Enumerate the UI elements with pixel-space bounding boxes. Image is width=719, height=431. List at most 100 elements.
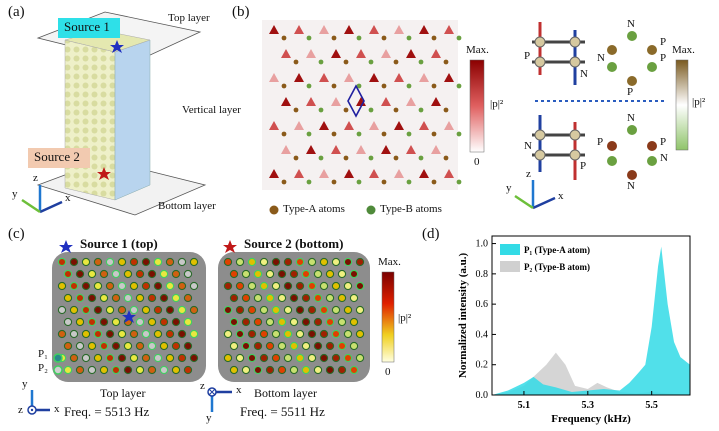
field-sample-dot: [87, 269, 97, 279]
lattice-site: [356, 97, 366, 106]
field-sample-dot: [165, 353, 175, 363]
lattice-site: [369, 73, 379, 82]
lattice-atom: [406, 83, 412, 89]
field-sample-dot: [289, 269, 299, 279]
lattice-atom: [381, 35, 387, 41]
field-sample-dot: [57, 257, 67, 267]
field-sample-dot: [349, 365, 359, 375]
x-tick-label: 5.5: [645, 400, 658, 411]
map-title-left: Source 1 (top): [80, 236, 158, 251]
field-sample-dot: [343, 305, 353, 315]
field-sample-dot: [289, 293, 299, 303]
y-tick-label: 0.0: [476, 390, 489, 401]
field-sample-dot: [355, 353, 365, 363]
ring-bot-p1: P: [597, 136, 604, 148]
map-title-right: Source 2 (bottom): [244, 236, 344, 251]
lattice-atom: [431, 83, 437, 89]
field-sample-dot: [241, 293, 251, 303]
lattice-site: [331, 97, 341, 106]
field-sample-dot: [229, 341, 239, 351]
lattice-atom: [418, 107, 424, 113]
field-sample-dot: [153, 353, 163, 363]
field-sample-dot: [229, 269, 239, 279]
lattice-site: [306, 49, 316, 58]
molecule-top: [532, 22, 585, 85]
field-sample-dot: [337, 317, 347, 327]
panel-a: [21, 11, 207, 216]
field-sample-dot: [171, 365, 181, 375]
field-sample-dot: [81, 305, 91, 315]
field-sample-dot: [183, 341, 193, 351]
lattice-atom: [443, 59, 449, 65]
field-sample-dot: [189, 353, 199, 363]
p2-marker: [53, 365, 63, 375]
lattice-atom: [331, 179, 337, 185]
field-sample-dot: [283, 305, 293, 315]
field-sample-dot: [135, 317, 145, 327]
lattice-site: [406, 97, 416, 106]
panel-label-a: (a): [8, 4, 25, 20]
lattice-atom: [418, 59, 424, 65]
field-sample-dot: [325, 365, 335, 375]
lattice-atom: [381, 179, 387, 185]
lattice-atom: [343, 59, 349, 65]
ring-top-p2: P: [660, 52, 667, 64]
field-sample-dot: [259, 257, 269, 267]
field-sample-dot: [241, 269, 251, 279]
field-sample-dot: [313, 341, 323, 351]
field-sample-dot: [147, 293, 157, 303]
field-sample-dot: [265, 365, 275, 375]
field-sample-dot: [247, 257, 257, 267]
field-sample-dot: [229, 293, 239, 303]
field-sample-dot: [349, 341, 359, 351]
field-sample-dot: [319, 305, 329, 315]
lattice-site: [269, 25, 279, 34]
field-sample-dot: [283, 329, 293, 339]
field-sample-dot: [265, 317, 275, 327]
field-sample-dot: [265, 269, 275, 279]
lattice-atom: [456, 35, 462, 41]
field-sample-dot: [259, 329, 269, 339]
field-sample-dot: [171, 269, 181, 279]
lattice-site: [356, 49, 366, 58]
field-sample-dot: [75, 293, 85, 303]
field-sample-dot: [289, 317, 299, 327]
lattice-atom: [381, 131, 387, 137]
lattice-site: [444, 169, 454, 178]
lattice-site: [406, 145, 416, 154]
axis-z-c: z: [18, 404, 23, 416]
field-sample-dot: [355, 281, 365, 291]
panel-label-b: (b): [232, 4, 250, 20]
lattice-atom: [293, 107, 299, 113]
legend-type-b: Type-B atoms: [380, 203, 442, 215]
lattice-atom: [356, 179, 362, 185]
lattice-atom: [368, 59, 374, 65]
field-sample-dot: [295, 305, 305, 315]
ring-top: [607, 31, 657, 86]
axis-y-c2: y: [206, 412, 212, 424]
field-sample-dot: [307, 305, 317, 315]
x-tick-label: 5.3: [582, 400, 595, 411]
field-sample-dot: [183, 269, 193, 279]
lattice-atom: [306, 83, 312, 89]
field-sample-dot: [247, 353, 257, 363]
field-sample-dot: [289, 341, 299, 351]
field-sample-dot: [141, 257, 151, 267]
field-sample-dot: [295, 329, 305, 339]
molecule-bottom: [532, 115, 585, 180]
field-sample-dot: [301, 269, 311, 279]
field-sample-dot: [147, 341, 157, 351]
field-sample-dot: [105, 281, 115, 291]
field-sample-dot: [307, 329, 317, 339]
field-sample-dot: [229, 365, 239, 375]
field-sample-dot: [99, 269, 109, 279]
unit-cell-marker: [347, 84, 365, 118]
field-sample-dot: [183, 293, 193, 303]
lattice-site: [419, 121, 429, 130]
field-sample-dot: [147, 317, 157, 327]
field-sample-dot: [271, 257, 281, 267]
lattice-site: [306, 97, 316, 106]
left-freq: Freq. = 5513 Hz: [64, 404, 150, 419]
field-sample-dot: [111, 269, 121, 279]
lattice-atom: [431, 131, 437, 137]
